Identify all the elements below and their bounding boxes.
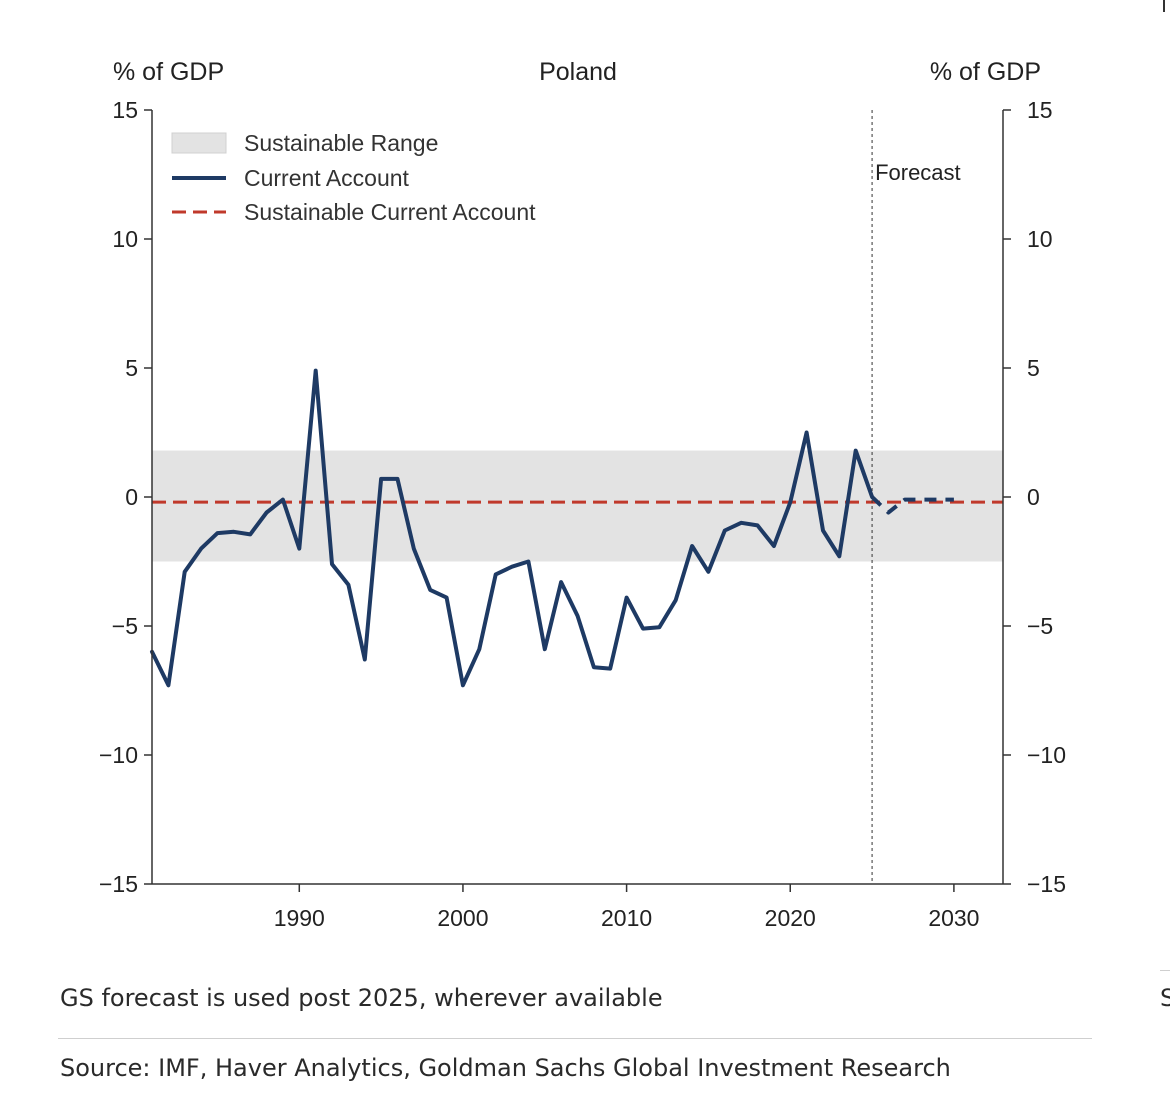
current-account-point-2008 (592, 665, 596, 669)
current-account-point-2022 (821, 529, 825, 533)
legend-label-sustainable-current-account: Sustainable Current Account (244, 199, 536, 225)
y-tick-label-left: 10 (112, 226, 138, 252)
current-account-point-1984 (199, 547, 203, 551)
y-tick-label-right: −15 (1027, 871, 1066, 897)
current-account-point-2006 (559, 580, 563, 584)
current-account-forecast-line (870, 495, 954, 515)
current-account-point-1988 (265, 510, 269, 514)
y-tick-label-right: 10 (1027, 226, 1053, 252)
forecast-point-2027 (903, 498, 907, 502)
current-account-point-2007 (576, 614, 580, 618)
forecast-point-2028 (919, 498, 923, 502)
x-tick-label: 2020 (765, 905, 816, 931)
current-account-point-2017 (739, 521, 743, 525)
cropped-edge-mark (1163, 0, 1165, 12)
current-account-point-1995 (379, 477, 383, 481)
current-account-point-2000 (461, 683, 465, 687)
current-account-point-1985 (215, 531, 219, 535)
legend: Sustainable Range Current Account Sustai… (171, 130, 536, 225)
current-account-point-1998 (428, 588, 432, 592)
cropped-edge-glyph: S (1160, 984, 1170, 1012)
current-account-point-1990 (297, 547, 301, 551)
y-tick-label-left: 0 (125, 484, 138, 510)
current-account-point-2012 (657, 625, 661, 629)
current-account-point-2002 (494, 572, 498, 576)
x-tick-label: 2010 (601, 905, 652, 931)
current-account-point-2024 (854, 449, 858, 453)
current-account-point-1983 (183, 570, 187, 574)
forecast-point-2029 (936, 498, 940, 502)
x-tick-label: 2030 (928, 905, 979, 931)
current-account-point-2003 (510, 565, 514, 569)
y-tick-label-left: −5 (112, 613, 138, 639)
y-tick-label-left: 15 (112, 97, 138, 123)
current-account-point-1987 (248, 532, 252, 536)
axis-ticks: 15 15 10 10 5 5 0 0 −10 −10 −15 −15 −5 −5 1990 2000 2010… (99, 97, 1066, 931)
y-tick-label-right: 0 (1027, 484, 1040, 510)
x-tick-label: 1990 (274, 905, 325, 931)
current-account-point-2011 (641, 627, 645, 631)
current-account-point-1989 (281, 498, 285, 502)
chart-title: Poland (539, 58, 617, 86)
y-tick-label-right: 15 (1027, 97, 1053, 123)
current-account-point-1982 (166, 683, 170, 687)
chart: Forecast 15 15 10 10 5 5 0 0 −10 −10 −15 −15 −5 −5 199… (99, 58, 1066, 931)
chart-source: Source: IMF, Haver Analytics, Goldman Sa… (60, 1054, 951, 1082)
y-tick-label-right: −5 (1027, 613, 1053, 639)
current-account-line (150, 368, 875, 688)
current-account-point-1999 (445, 596, 449, 600)
current-account-point-1992 (330, 562, 334, 566)
current-account-point-2018 (756, 523, 760, 527)
current-account-point-2009 (608, 667, 612, 671)
current-account-point-2005 (543, 647, 547, 651)
current-account-point-2014 (690, 544, 694, 548)
current-account-point-2015 (706, 570, 710, 574)
y-tick-label-right: 5 (1027, 355, 1040, 381)
divider (58, 1038, 1092, 1039)
forecast-label: Forecast (875, 160, 961, 185)
current-account-point-1997 (412, 547, 416, 551)
current-account-point-2023 (837, 554, 841, 558)
forecast-point-2026 (886, 510, 890, 514)
current-account-point-2020 (788, 500, 792, 504)
current-account-point-1994 (363, 658, 367, 662)
y-tick-label-left: −15 (99, 871, 138, 897)
cropped-edge-rule (1160, 970, 1170, 971)
current-account-point-1991 (314, 369, 318, 373)
current-account-point-2019 (772, 544, 776, 548)
forecast-point-2030 (952, 498, 956, 502)
legend-label-current-account: Current Account (244, 165, 410, 191)
y-tick-label-right: −10 (1027, 742, 1066, 768)
current-account-point-2013 (674, 598, 678, 602)
legend-label-sustainable-range: Sustainable Range (244, 130, 438, 156)
y-tick-label-left: −10 (99, 742, 138, 768)
y-axis-label-right: % of GDP (930, 58, 1041, 86)
chart-footnote: GS forecast is used post 2025, wherever … (60, 984, 663, 1012)
y-tick-label-left: 5 (125, 355, 138, 381)
current-account-point-2010 (625, 596, 629, 600)
current-account-point-2021 (805, 431, 809, 435)
y-axis-label-left: % of GDP (113, 58, 224, 86)
current-account-point-1993 (346, 583, 350, 587)
forecast-point-2025 (870, 495, 874, 499)
current-account-point-2016 (723, 529, 727, 533)
sustainable-range-band (152, 450, 1003, 562)
current-account-point-1996 (395, 477, 399, 481)
legend-swatch-sustainable-range (171, 132, 227, 154)
current-account-point-2004 (526, 560, 530, 564)
current-account-point-2001 (477, 647, 481, 651)
x-tick-label: 2000 (437, 905, 488, 931)
current-account-point-1986 (232, 530, 236, 534)
